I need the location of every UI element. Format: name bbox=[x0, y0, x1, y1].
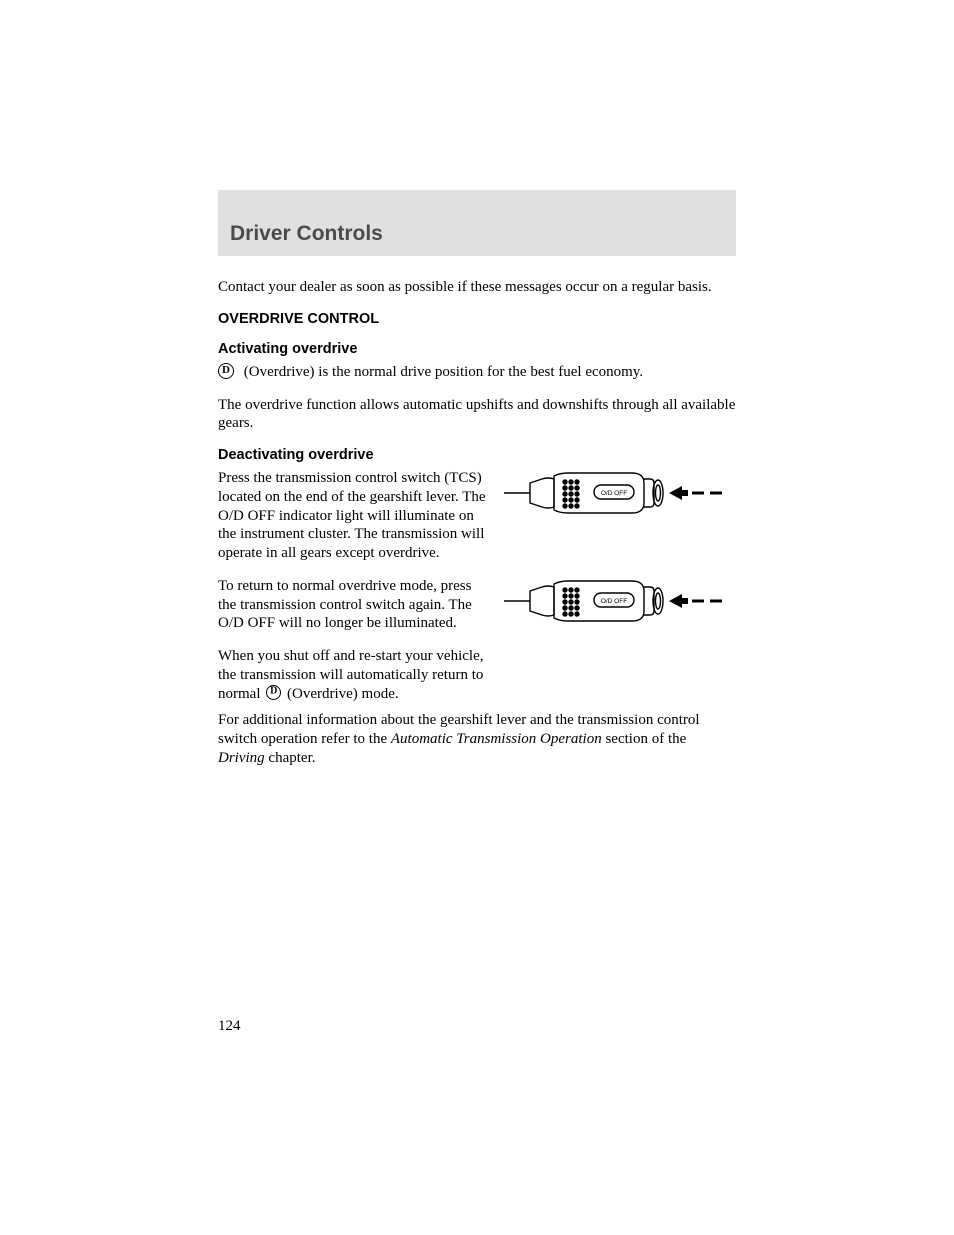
deactivating-row3: When you shut off and re-start your vehi… bbox=[218, 647, 736, 703]
lever-figure-1: O/D OFF bbox=[498, 469, 736, 517]
p4-i1: Automatic Transmission Operation bbox=[391, 731, 602, 747]
page-root: Driver Controls Contact your dealer as s… bbox=[0, 0, 954, 1235]
p4-c: chapter. bbox=[265, 750, 316, 766]
section-heading-overdrive: OVERDRIVE CONTROL bbox=[218, 311, 736, 327]
deactivating-row1: Press the transmission control switch (T… bbox=[218, 469, 736, 563]
lever-figure-2: O/D OFF bbox=[498, 577, 736, 625]
intro-paragraph: Contact your dealer as soon as possible … bbox=[218, 278, 736, 297]
activating-p1: (Overdrive) is the normal drive position… bbox=[218, 363, 736, 382]
deactivating-p4: For additional information about the gea… bbox=[218, 711, 736, 767]
od-off-label: O/D OFF bbox=[601, 490, 627, 497]
overdrive-d-icon bbox=[266, 685, 281, 700]
activating-p2: The overdrive function allows automatic … bbox=[218, 396, 736, 434]
od-off-label: O/D OFF bbox=[601, 598, 627, 605]
header-band: Driver Controls bbox=[218, 190, 736, 256]
gearshift-lever-icon: O/D OFF bbox=[502, 577, 732, 625]
p4-i2: Driving bbox=[218, 750, 265, 766]
subheading-activating: Activating overdrive bbox=[218, 341, 736, 357]
subheading-deactivating: Deactivating overdrive bbox=[218, 447, 736, 463]
p4-b: section of the bbox=[602, 731, 687, 747]
deactivating-p3-after: (Overdrive) mode. bbox=[283, 686, 398, 702]
deactivating-row2: To return to normal overdrive mode, pres… bbox=[218, 577, 736, 633]
page-number: 124 bbox=[218, 1018, 241, 1035]
activating-p1-text: (Overdrive) is the normal drive position… bbox=[244, 364, 643, 380]
page-title: Driver Controls bbox=[230, 222, 383, 246]
deactivating-p1: Press the transmission control switch (T… bbox=[218, 469, 486, 563]
deactivating-p3: When you shut off and re-start your vehi… bbox=[218, 647, 486, 703]
deactivating-p2: To return to normal overdrive mode, pres… bbox=[218, 577, 486, 633]
gearshift-lever-icon: O/D OFF bbox=[502, 469, 732, 517]
overdrive-d-icon bbox=[218, 363, 234, 379]
